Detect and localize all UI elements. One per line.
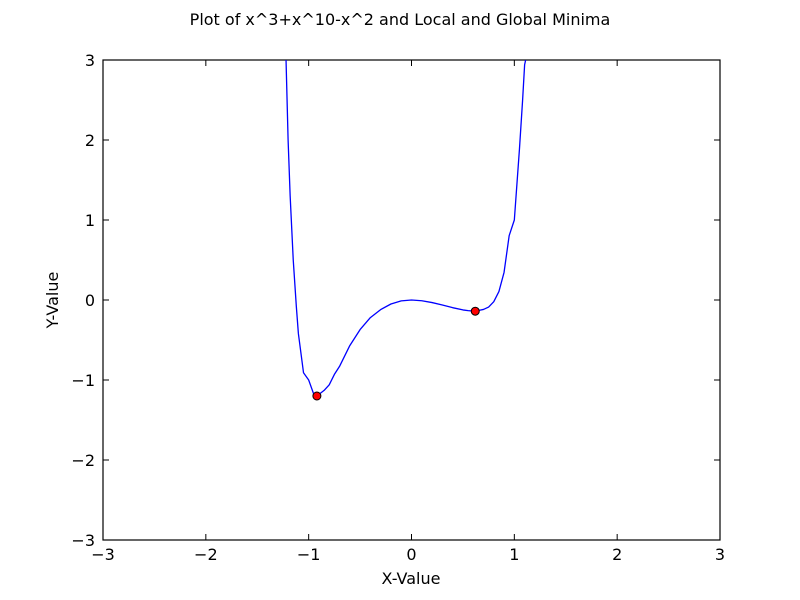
chart-title: Plot of x^3+x^10-x^2 and Local and Globa… xyxy=(190,10,611,29)
x-tick-label: 0 xyxy=(406,545,416,564)
minimum-point-1 xyxy=(470,306,480,316)
y-tick-label: 3 xyxy=(85,51,95,70)
y-axis-label: Y-Value xyxy=(43,272,62,330)
minima-markers xyxy=(312,306,480,401)
curve-layer xyxy=(285,60,527,396)
y-tick-label: 2 xyxy=(85,131,95,150)
x-tick-label: 2 xyxy=(612,545,622,564)
x-axis-label: X-Value xyxy=(382,569,441,588)
x-tick-label: −2 xyxy=(194,545,218,564)
x-tick-label: −3 xyxy=(91,545,115,564)
minimum-point-0 xyxy=(312,391,322,401)
y-tick-label: −3 xyxy=(71,531,95,550)
y-tick-label: 1 xyxy=(85,211,95,230)
series-line-0 xyxy=(285,60,527,396)
ticks-layer: −3 −2 −1 0 1 2 3 −3 −2 −1 0 1 2 3 xyxy=(71,51,725,564)
x-tick-label: 1 xyxy=(509,545,519,564)
y-tick-label: −1 xyxy=(71,371,95,390)
x-tick-label: 3 xyxy=(715,545,725,564)
y-tick-label: −2 xyxy=(71,451,95,470)
x-tick-label: −1 xyxy=(297,545,321,564)
y-tick-label: 0 xyxy=(85,291,95,310)
